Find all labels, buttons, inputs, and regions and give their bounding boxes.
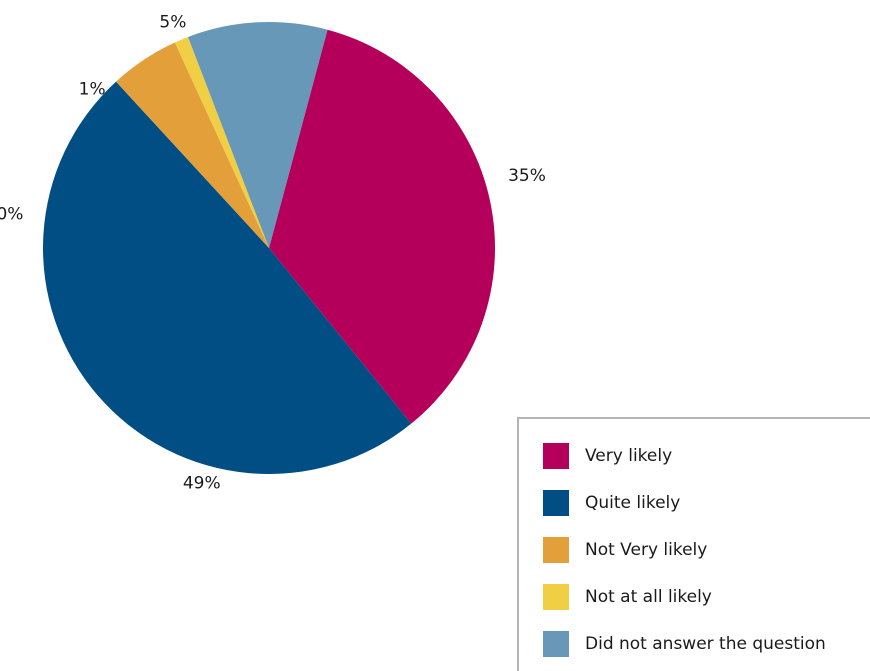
legend-swatch-very-likely xyxy=(543,443,569,469)
legend-swatch-quite-likely xyxy=(543,490,569,516)
data-label-not-at-all-likely: 1% xyxy=(79,80,106,100)
pie-slice-did-not-answer xyxy=(188,22,328,248)
legend-item-not-very-likely: Not Very likely xyxy=(543,537,707,563)
legend-label-quite-likely: Quite likely xyxy=(585,493,681,513)
legend-item-did-not-answer: Did not answer the question xyxy=(543,631,826,657)
pie-slice-not-at-all-likely xyxy=(174,37,269,249)
pie-slices xyxy=(42,22,495,475)
data-label-quite-likely: 49% xyxy=(183,474,221,494)
data-label-not-very-likely: 10% xyxy=(0,204,23,224)
pie-slice-not-very-likely xyxy=(116,42,269,249)
legend-swatch-did-not-answer xyxy=(543,631,569,657)
legend-swatch-not-very-likely xyxy=(543,537,569,563)
legend-label-very-likely: Very likely xyxy=(585,446,673,466)
legend: Very likely Quite likely Not Very likely… xyxy=(517,417,870,671)
pie-slice-quite-likely xyxy=(42,81,412,475)
legend-label-did-not-answer: Did not answer the question xyxy=(585,634,826,654)
data-label-did-not-answer: 5% xyxy=(159,13,186,33)
pie-data-labels: 35% 49% 10% 1% 5% xyxy=(0,13,546,494)
data-label-very-likely: 35% xyxy=(508,166,546,186)
legend-item-quite-likely: Quite likely xyxy=(543,490,680,516)
legend-item-very-likely: Very likely xyxy=(543,443,672,469)
legend-swatch-not-at-all-likely xyxy=(543,584,569,610)
legend-label-not-at-all-likely: Not at all likely xyxy=(585,587,712,607)
legend-label-not-very-likely: Not Very likely xyxy=(585,540,708,560)
pie-slice-very-likely xyxy=(269,29,495,424)
legend-item-not-at-all-likely: Not at all likely xyxy=(543,584,712,610)
